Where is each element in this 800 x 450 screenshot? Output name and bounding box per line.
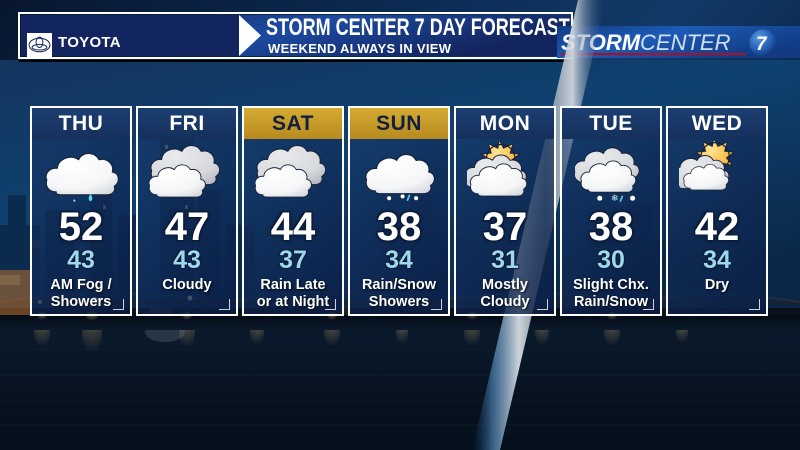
svg-text:❄: ❄ <box>611 193 619 203</box>
svg-text:STORMCENTER: STORMCENTER <box>561 30 731 55</box>
svg-text:7: 7 <box>756 34 768 55</box>
